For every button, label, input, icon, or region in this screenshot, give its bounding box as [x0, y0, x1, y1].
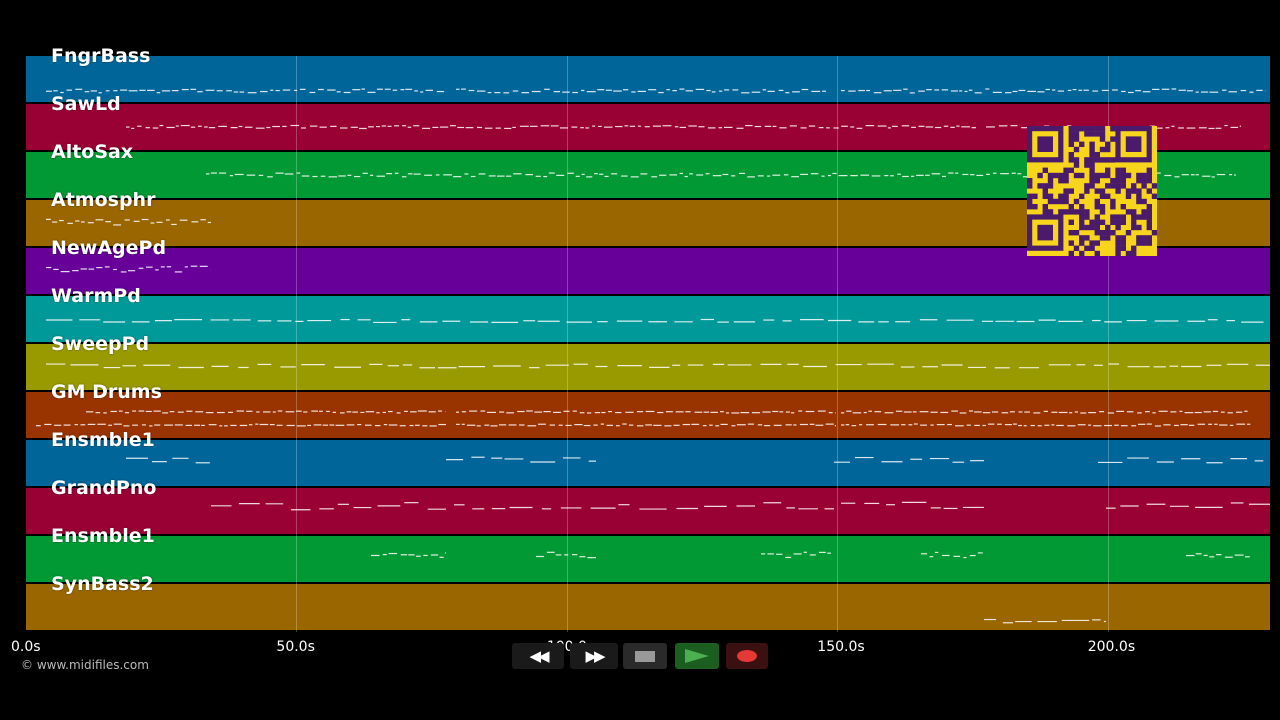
time-tick-label: 150.0s [817, 639, 865, 655]
fast-forward-button[interactable]: ▶▶ [570, 643, 618, 669]
track-label: SynBass2 [51, 573, 154, 595]
play-button[interactable] [675, 643, 719, 669]
qr-code-icon [1027, 126, 1158, 257]
track-row[interactable] [26, 440, 1270, 486]
track-row[interactable] [26, 296, 1270, 342]
track-label: WarmPd [51, 285, 141, 307]
track-label: GM Drums [51, 381, 162, 403]
track-label: Atmosphr [51, 189, 156, 211]
track-label: Ensmble1 [51, 429, 155, 451]
time-tick-label: 0.0s [11, 639, 41, 655]
track-row[interactable] [26, 56, 1270, 102]
track-label: NewAgePd [51, 237, 167, 259]
track-label: GrandPno [51, 477, 157, 499]
track-label: SawLd [51, 93, 121, 115]
record-icon [737, 650, 757, 662]
track-list: FngrBass SawLd AltoSax Atmosphr NewAgePd Warm… [26, 45, 1270, 632]
track-label: AltoSax [51, 141, 134, 163]
time-tick-label: 50.0s [276, 639, 315, 655]
track-row[interactable] [26, 392, 1270, 438]
play-icon [685, 649, 709, 663]
stop-button[interactable] [623, 643, 667, 669]
rewind-button[interactable]: ◀◀ [512, 643, 564, 669]
copyright-text: © www.midifiles.com [21, 658, 149, 672]
record-button[interactable] [726, 643, 768, 669]
fast-forward-icon: ▶▶ [585, 647, 605, 665]
track-row[interactable] [26, 488, 1270, 534]
rewind-icon: ◀◀ [529, 647, 549, 665]
transport-controls: ◀◀ ▶▶ [510, 643, 770, 669]
stop-icon [635, 650, 655, 662]
track-label: SweepPd [51, 333, 150, 355]
track-row[interactable] [26, 536, 1270, 582]
track-row[interactable] [26, 344, 1270, 390]
track-label: FngrBass [51, 45, 151, 67]
time-tick-label: 200.0s [1087, 639, 1136, 655]
track-label: Ensmble1 [51, 525, 155, 547]
track-row[interactable] [26, 584, 1270, 630]
